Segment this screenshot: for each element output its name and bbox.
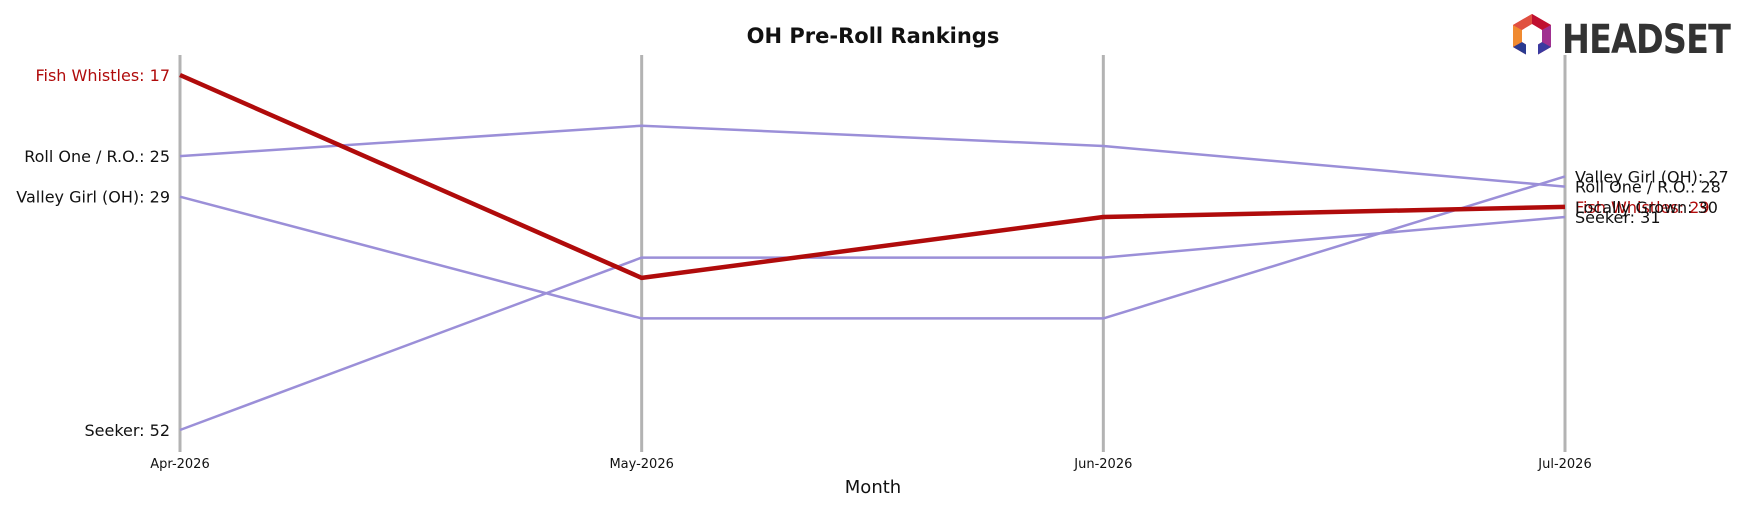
headset-logo-text: HEADSET bbox=[1562, 17, 1731, 63]
x-tick-label: Apr-2026 bbox=[150, 457, 209, 472]
end-label-locally-grown: Locally Grown: 30 bbox=[1575, 198, 1718, 217]
x-tick-label: May-2026 bbox=[609, 457, 673, 472]
headset-logo: HEADSET bbox=[1513, 14, 1732, 63]
end-label-seeker: Seeker: 31 bbox=[1575, 208, 1661, 227]
start-label-seeker: Seeker: 52 bbox=[84, 421, 170, 440]
series-line-fish-whistles bbox=[179, 72, 1566, 281]
end-label-valley-girl-oh: Valley Girl (OH): 27 bbox=[1575, 167, 1729, 186]
start-label-fish-whistles: Fish Whistles: 17 bbox=[35, 66, 170, 85]
series-line-roll-one-r-o bbox=[179, 124, 1566, 188]
x-axis-label: Month bbox=[845, 477, 901, 498]
series-line-seeker bbox=[179, 215, 1566, 432]
series-line-valley-girl-oh bbox=[179, 175, 1566, 320]
start-label-valley-girl-oh: Valley Girl (OH): 29 bbox=[16, 188, 170, 207]
x-tick-label: Jun-2026 bbox=[1073, 457, 1132, 472]
start-label-roll-one-r-o: Roll One / R.O.: 25 bbox=[24, 147, 170, 166]
end-label-roll-one-r-o: Roll One / R.O.: 28 bbox=[1575, 178, 1721, 197]
chart-title: OH Pre-Roll Rankings bbox=[747, 24, 1000, 48]
headset-logo-icon bbox=[1513, 14, 1551, 60]
x-tick-label: Jul-2026 bbox=[1537, 457, 1591, 472]
end-label-fish-whistles: Fish Whistles: 29 bbox=[1575, 198, 1710, 217]
